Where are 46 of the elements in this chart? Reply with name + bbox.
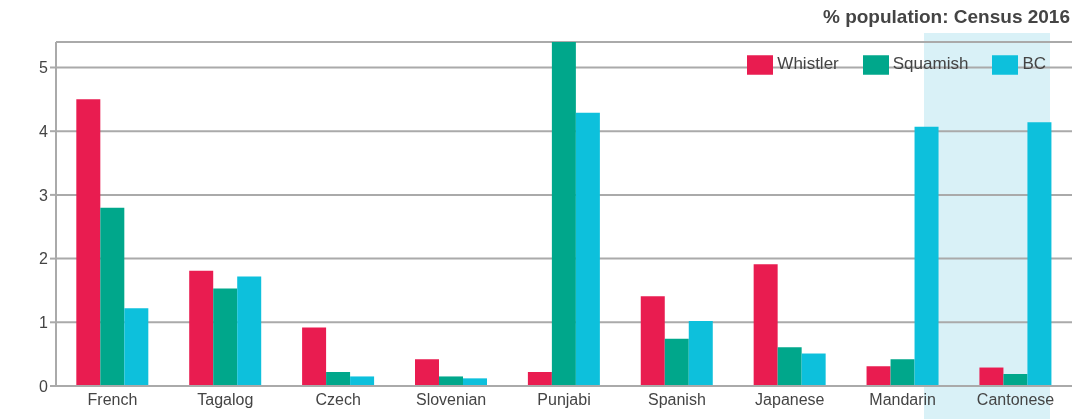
bar [350, 376, 375, 386]
legend-label: BC [1022, 54, 1046, 74]
bar [1027, 122, 1052, 386]
bar [575, 112, 600, 386]
bar [914, 126, 939, 386]
x-tick-label: Cantonese [976, 391, 1055, 409]
legend-label: Squamish [892, 54, 969, 74]
bar [551, 42, 576, 386]
bar [527, 371, 552, 386]
y-tick-label: 5 [39, 59, 49, 77]
x-tick-label: Punjabi [537, 391, 591, 409]
bar [326, 371, 351, 386]
bar [438, 376, 463, 386]
x-tick-label: French [87, 391, 138, 409]
bar [890, 359, 915, 386]
bar [664, 338, 689, 386]
x-tick-label: Tagalog [197, 391, 254, 409]
y-tick-label: 1 [39, 313, 49, 331]
x-tick-label: Japanese [755, 391, 825, 409]
legend-label: Whistler [777, 54, 839, 74]
bar [124, 308, 149, 386]
bar [1003, 373, 1028, 386]
bar [213, 288, 238, 386]
bar [979, 367, 1004, 386]
bar [777, 347, 802, 386]
bar [801, 353, 826, 386]
bar [753, 264, 778, 386]
y-tick-label: 4 [39, 122, 49, 140]
x-tick-label: Czech [315, 391, 361, 409]
bar [462, 378, 487, 386]
bar [189, 270, 214, 386]
bar [76, 99, 101, 386]
bar [866, 366, 891, 386]
chart-title: % population: Census 2016 [822, 6, 1070, 28]
y-tick-label: 0 [39, 377, 49, 395]
y-tick-label: 3 [39, 186, 49, 204]
bar [688, 321, 713, 386]
bar [302, 327, 327, 386]
bar [237, 276, 262, 386]
bar [100, 207, 125, 386]
bar [640, 296, 665, 386]
x-tick-label: Slovenian [415, 391, 487, 409]
y-tick-label: 2 [39, 250, 49, 268]
x-tick-label: Spanish [647, 391, 706, 409]
x-tick-label: Mandarin [869, 391, 937, 409]
bar [414, 359, 439, 386]
